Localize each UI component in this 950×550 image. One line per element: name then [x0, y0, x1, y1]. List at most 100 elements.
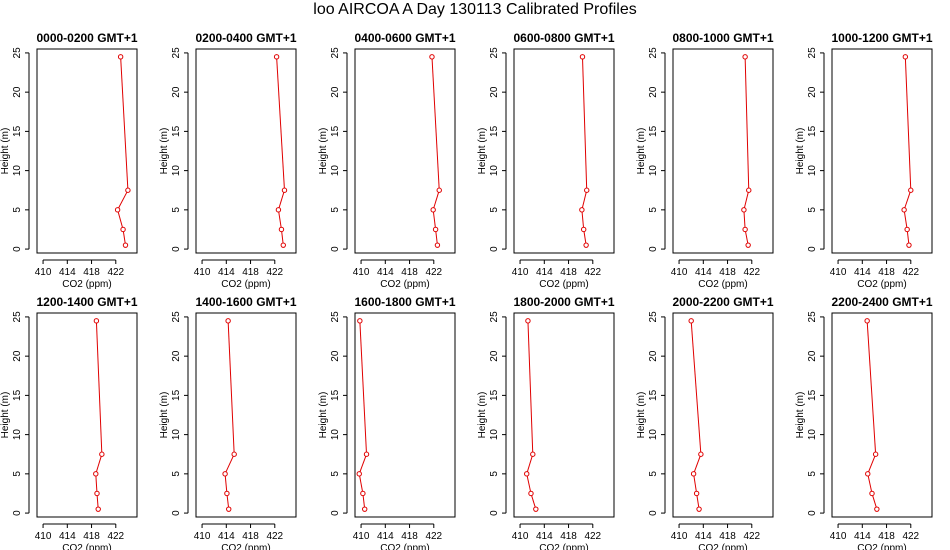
data-point	[361, 506, 368, 512]
data-point	[742, 54, 748, 60]
panel-title: 1400-1600 GMT+1	[195, 295, 296, 309]
data-point	[436, 187, 442, 193]
y-tick-label: 25	[330, 47, 341, 59]
data-point	[275, 207, 282, 213]
y-axis-label: Height (m)	[159, 128, 170, 175]
data-point	[874, 506, 880, 512]
data-point	[225, 318, 231, 324]
x-tick-label: 414	[854, 267, 871, 278]
profile-segment	[690, 323, 702, 453]
panel-8: 1400-1600 GMT+1 0 5 10 15 20 25 410 414 418 422CO2…	[159, 295, 297, 550]
y-tick-label: 15	[807, 389, 818, 401]
panel-title: 1600-1800 GMT+1	[354, 295, 455, 309]
profile-segment	[693, 475, 697, 492]
data-point	[741, 207, 747, 213]
profile-segment	[122, 231, 126, 244]
y-tick-label: 15	[171, 125, 182, 137]
data-point	[281, 187, 288, 193]
x-tick-label: 414	[377, 531, 394, 542]
x-tick-label: 422	[107, 531, 124, 542]
data-point	[429, 54, 435, 60]
panel-title: 0600-0800 GMT+1	[513, 31, 614, 45]
x-tick-label: 414	[536, 267, 553, 278]
data-point	[693, 490, 700, 497]
data-point	[584, 187, 590, 193]
y-tick-label: 5	[330, 471, 341, 477]
y-tick-label: 10	[330, 429, 341, 441]
y-tick-label: 10	[12, 429, 23, 441]
x-tick-label: 418	[242, 267, 259, 278]
profile-segment	[432, 211, 436, 228]
plot-frame	[354, 312, 456, 518]
data-point	[872, 451, 879, 457]
x-tick-label: 422	[902, 267, 919, 278]
data-point	[278, 226, 285, 233]
x-axis-label: CO2 (ppm)	[380, 543, 429, 550]
y-tick-label: 25	[489, 311, 500, 323]
plot-frame	[36, 48, 138, 254]
panel-6: 1000-1200 GMT+1 0 5 10 15 20 25 410 414 418 422CO2…	[795, 31, 933, 290]
y-tick-label: 25	[171, 311, 182, 323]
x-tick-label: 422	[425, 531, 442, 542]
x-tick-label: 410	[35, 531, 52, 542]
data-point	[865, 471, 871, 477]
panel-11: 2000-2200 GMT+1 0 5 10 15 20 25 410 414 418 422CO2…	[636, 295, 774, 550]
data-point	[688, 318, 694, 324]
x-axis-label: CO2 (ppm)	[380, 279, 429, 290]
y-tick-label: 5	[807, 471, 818, 477]
data-point	[95, 506, 101, 512]
plot-frame	[672, 312, 774, 518]
panel-title: 1200-1400 GMT+1	[36, 295, 137, 309]
profile-segment	[281, 231, 284, 244]
panel-3: 0400-0600 GMT+1 0 5 10 15 20 25 410 414 418 422CO2…	[318, 31, 456, 290]
y-tick-label: 5	[648, 471, 659, 477]
x-tick-label: 410	[671, 531, 688, 542]
panel-7: 1200-1400 GMT+1 0 5 10 15 20 25 410 414 418 422CO2…	[0, 295, 138, 550]
y-tick-label: 25	[489, 47, 500, 59]
y-tick-label: 25	[330, 311, 341, 323]
panel-title: 1000-1200 GMT+1	[831, 31, 932, 45]
y-tick-label: 0	[171, 510, 182, 516]
y-tick-label: 10	[489, 429, 500, 441]
y-tick-label: 25	[171, 47, 182, 59]
y-tick-label: 20	[648, 86, 659, 98]
plot-frame	[672, 48, 774, 254]
y-tick-label: 25	[807, 47, 818, 59]
y-tick-label: 15	[330, 125, 341, 137]
profile-segment	[868, 456, 876, 472]
y-tick-label: 0	[489, 246, 500, 252]
y-tick-label: 5	[171, 471, 182, 477]
plot-frame	[513, 48, 615, 254]
data-point	[222, 471, 228, 477]
data-point	[356, 471, 362, 477]
y-axis-label: Height (m)	[0, 128, 11, 175]
plot-frame	[195, 312, 297, 518]
y-tick-label: 0	[330, 246, 341, 252]
x-tick-label: 410	[830, 531, 847, 542]
x-tick-label: 414	[536, 531, 553, 542]
x-tick-label: 410	[512, 267, 529, 278]
x-tick-label: 422	[107, 267, 124, 278]
y-tick-label: 5	[330, 207, 341, 213]
data-point	[360, 490, 366, 497]
y-tick-label: 15	[489, 125, 500, 137]
profile-segment	[581, 192, 587, 208]
data-point	[93, 318, 100, 324]
x-axis-label: CO2 (ppm)	[539, 279, 588, 290]
plot-frame	[513, 312, 615, 518]
y-tick-label: 15	[489, 389, 500, 401]
panel-title: 1800-2000 GMT+1	[513, 295, 614, 309]
data-point	[579, 54, 586, 60]
data-point	[746, 187, 752, 193]
y-tick-label: 0	[12, 510, 23, 516]
x-tick-label: 418	[83, 531, 100, 542]
profile-segment	[743, 212, 746, 228]
profile-segment	[226, 495, 229, 508]
x-tick-label: 422	[584, 267, 601, 278]
profile-segment	[906, 231, 910, 244]
profile-segment	[95, 323, 103, 453]
x-axis-label: CO2 (ppm)	[857, 543, 906, 550]
profile-segment	[744, 59, 750, 189]
x-axis-label: CO2 (ppm)	[539, 543, 588, 550]
